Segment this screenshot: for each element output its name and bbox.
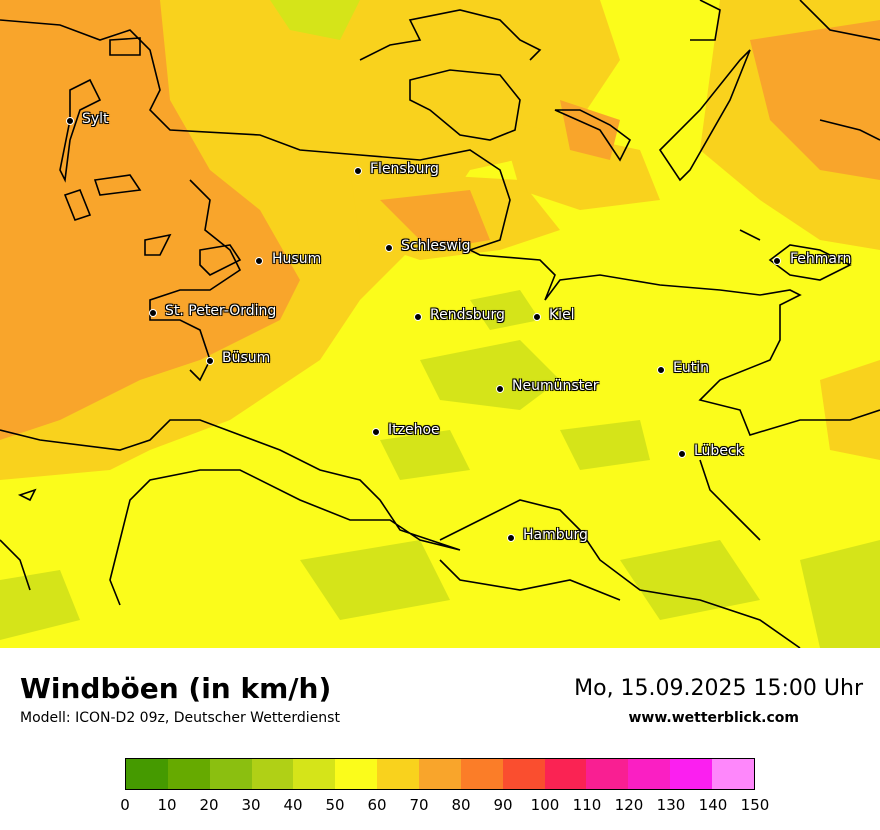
color-legend	[125, 758, 755, 790]
city-label: Büsum	[222, 350, 271, 366]
legend-bin	[209, 759, 252, 789]
legend-tick: 60	[367, 796, 387, 814]
coastlines	[0, 0, 880, 648]
city-dot	[773, 257, 781, 265]
city-label: Fehmarn	[790, 251, 852, 267]
city-label: Flensburg	[370, 161, 439, 177]
gust-zone-40-50	[0, 0, 880, 648]
legend-tick: 10	[157, 796, 177, 814]
legend-bin	[544, 759, 587, 789]
legend-tick: 140	[698, 796, 728, 814]
city-dot	[414, 313, 422, 321]
city-dot	[354, 167, 362, 175]
model-source: Modell: ICON-D2 09z, Deutscher Wetterdie…	[20, 710, 340, 726]
legend-tick: 110	[572, 796, 602, 814]
legend-bin	[460, 759, 503, 789]
city-label: St. Peter-Ording	[165, 303, 277, 319]
legend-bin	[293, 759, 336, 789]
legend-bin	[335, 759, 378, 789]
legend-bin	[251, 759, 294, 789]
website-link[interactable]: www.wetterblick.com	[628, 710, 800, 726]
gust-zone-70-80	[0, 0, 880, 440]
legend-bin	[628, 759, 671, 789]
legend-tick: 80	[451, 796, 471, 814]
legend-bin	[670, 759, 713, 789]
city-label: Kiel	[549, 307, 575, 323]
city-dot	[385, 244, 393, 252]
city-dot	[149, 309, 157, 317]
city-label: Schleswig	[401, 238, 471, 254]
legend-bin	[167, 759, 210, 789]
legend-bin	[712, 759, 754, 789]
map-title: Windböen (in km/h)	[20, 672, 332, 705]
forecast-datetime: Mo, 15.09.2025 15:00 Uhr	[574, 676, 863, 701]
city-label: Itzehoe	[388, 422, 440, 438]
legend-tick: 0	[120, 796, 130, 814]
legend-tick: 70	[409, 796, 429, 814]
city-dot	[372, 428, 380, 436]
city-dot	[66, 117, 74, 125]
legend-bin	[419, 759, 461, 789]
city-dot	[255, 257, 263, 265]
city-label: Rendsburg	[430, 307, 505, 323]
legend-tick: 50	[325, 796, 345, 814]
city-dot	[496, 385, 504, 393]
legend-tick: 100	[530, 796, 560, 814]
city-dot	[206, 357, 214, 365]
legend-bin	[126, 759, 168, 789]
wind-gust-map	[0, 0, 880, 648]
legend-tick: 120	[614, 796, 644, 814]
city-label: Neumünster	[512, 378, 599, 394]
city-dot	[657, 366, 665, 374]
city-label: Lübeck	[694, 443, 744, 459]
legend-tick: 40	[283, 796, 303, 814]
city-label: Sylt	[82, 111, 109, 127]
legend-tick: 30	[241, 796, 261, 814]
city-dot	[507, 534, 515, 542]
legend-tick: 130	[656, 796, 686, 814]
city-label: Husum	[272, 251, 322, 267]
legend-tick: 20	[199, 796, 219, 814]
legend-bin	[502, 759, 545, 789]
map-footer: Windböen (in km/h) Modell: ICON-D2 09z, …	[0, 648, 880, 830]
legend-bin	[586, 759, 629, 789]
legend-tick: 150	[740, 796, 770, 814]
city-label: Hamburg	[523, 527, 588, 543]
legend-tick: 90	[493, 796, 513, 814]
legend-bin	[377, 759, 420, 789]
city-dot	[533, 313, 541, 321]
city-label: Eutin	[673, 360, 709, 376]
city-dot	[678, 450, 686, 458]
